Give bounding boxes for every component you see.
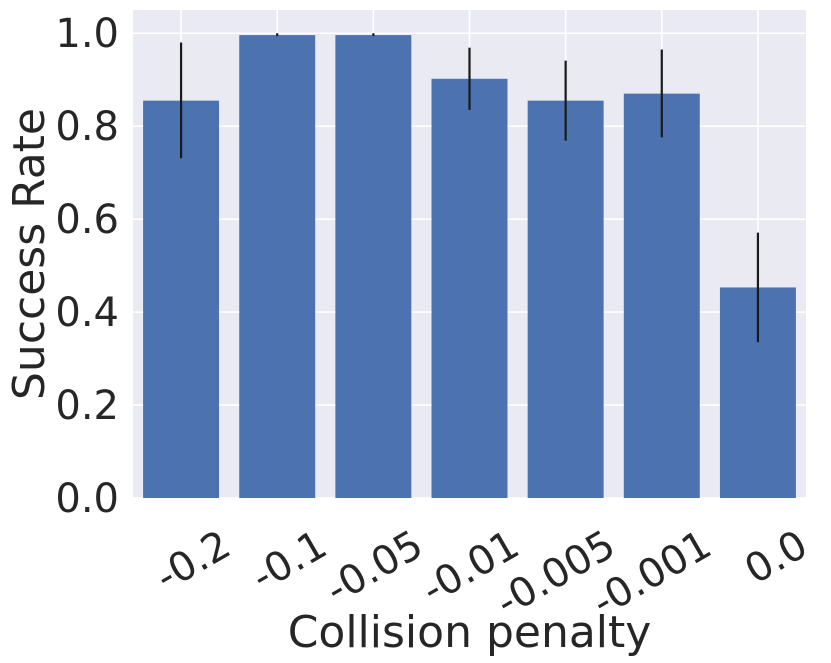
bar <box>431 78 508 498</box>
bar <box>527 100 604 498</box>
y-tick-label: 0.8 <box>55 104 119 150</box>
x-tick-label: -0.2 <box>148 522 239 601</box>
y-tick-label: 0.4 <box>55 290 119 336</box>
y-tick-label: 0.0 <box>55 476 119 522</box>
bar <box>143 100 220 498</box>
bar <box>335 35 412 499</box>
y-tick-label: 0.6 <box>55 197 119 243</box>
x-tick-label: 0.0 <box>737 522 815 594</box>
error-bars <box>179 33 760 343</box>
y-tick-label: 0.2 <box>55 383 119 429</box>
x-tick-label: -0.05 <box>318 522 431 614</box>
bars <box>143 35 796 499</box>
x-tick-label: -0.1 <box>244 522 335 601</box>
bar <box>623 93 700 499</box>
x-axis-label: Collision penalty <box>288 607 652 658</box>
y-tick-label: 1.0 <box>55 11 119 57</box>
bar <box>239 35 316 499</box>
y-tick-labels: 0.0 0.2 0.4 0.6 0.8 1.0 <box>55 11 119 522</box>
y-axis-label: Success Rate <box>4 108 55 400</box>
